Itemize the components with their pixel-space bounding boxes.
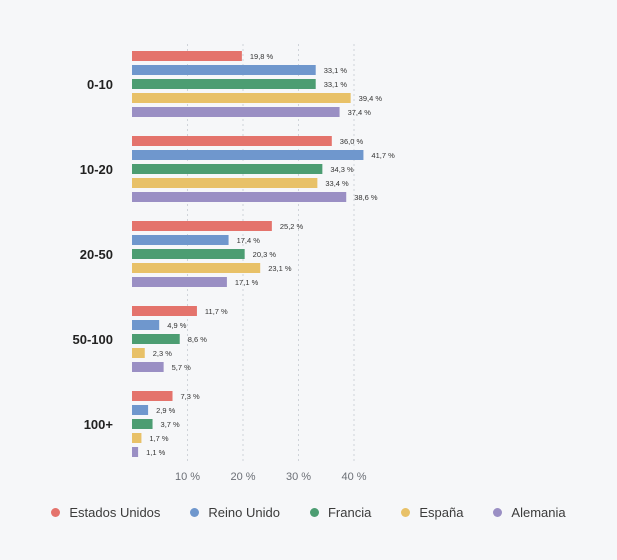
x-tick-label: 10 % [175, 471, 200, 483]
bar [132, 306, 197, 316]
bar [132, 249, 245, 259]
data-label: 20,3 % [253, 250, 277, 259]
data-label: 41,7 % [371, 151, 395, 160]
data-label: 17,4 % [237, 236, 261, 245]
bar [132, 221, 272, 231]
bar [132, 107, 340, 117]
bar-chart: 10 % 20 % 30 % 40 % 0-10 19,8 % 33,1 % 33,1 % 39… [73, 44, 395, 483]
chart-legend: Estados Unidos Reino Unido Francia España Al… [0, 505, 617, 520]
data-label: 3,7 % [161, 420, 181, 429]
data-label: 19,8 % [250, 52, 274, 61]
category-label: 50-100 [73, 332, 113, 347]
bar [132, 136, 332, 146]
bar [132, 320, 160, 330]
bar [132, 362, 164, 372]
bar [132, 150, 364, 160]
bar [132, 93, 351, 103]
category-label: 10-20 [80, 162, 113, 177]
bar [132, 164, 323, 174]
data-label: 17,1 % [235, 278, 259, 287]
legend-item[interactable]: Estados Unidos [51, 505, 160, 520]
data-label: 39,4 % [359, 94, 383, 103]
legend-label: Francia [327, 505, 372, 520]
data-label: 2,3 % [153, 349, 173, 358]
category-label: 20-50 [80, 247, 113, 262]
data-label: 1,1 % [146, 448, 166, 457]
bar [132, 235, 229, 245]
data-label: 37,4 % [348, 108, 372, 117]
data-label: 2,9 % [156, 406, 176, 415]
data-label: 33,4 % [325, 179, 349, 188]
data-label: 11,7 % [205, 307, 228, 316]
bar [132, 277, 227, 287]
data-label: 36,0 % [340, 137, 364, 146]
x-tick-label: 30 % [286, 471, 311, 483]
data-label: 1,7 % [149, 434, 169, 443]
legend-label: Estados Unidos [69, 505, 161, 520]
legend-label: Reino Unido [208, 505, 280, 520]
bar [132, 447, 139, 457]
legend-item[interactable]: Reino Unido [190, 505, 280, 520]
bar [132, 433, 142, 443]
category-label: 100+ [84, 417, 114, 432]
data-label: 4,9 % [167, 321, 187, 330]
legend-swatch [190, 508, 200, 517]
bar [132, 263, 261, 273]
data-label: 5,7 % [172, 363, 192, 372]
data-label: 8,6 % [188, 335, 208, 344]
x-tick-label: 40 % [341, 471, 366, 483]
legend-label: Alemania [511, 505, 566, 520]
legend-swatch [309, 508, 319, 517]
bar [132, 192, 347, 202]
legend-item[interactable]: Alemania [493, 505, 566, 520]
data-label: 38,6 % [354, 193, 378, 202]
data-label: 23,1 % [268, 264, 292, 273]
bar [132, 51, 242, 61]
legend-item[interactable]: Francia [309, 505, 372, 520]
legend-swatch [51, 508, 61, 517]
bar [132, 334, 180, 344]
bar [132, 178, 318, 188]
x-tick-label: 20 % [230, 471, 255, 483]
legend-swatch [493, 508, 503, 517]
bar [132, 348, 145, 358]
legend-label: España [419, 505, 464, 520]
data-label: 25,2 % [280, 222, 304, 231]
bar [132, 79, 316, 89]
category-label: 0-10 [87, 77, 113, 92]
bar [132, 391, 173, 401]
bar [132, 65, 316, 75]
bar [132, 405, 149, 415]
data-label: 33,1 % [324, 66, 348, 75]
legend-item[interactable]: España [401, 505, 463, 520]
data-label: 34,3 % [330, 165, 354, 174]
data-label: 33,1 % [324, 80, 348, 89]
legend-swatch [401, 508, 411, 517]
data-label: 7,3 % [181, 392, 201, 401]
bar [132, 419, 153, 429]
